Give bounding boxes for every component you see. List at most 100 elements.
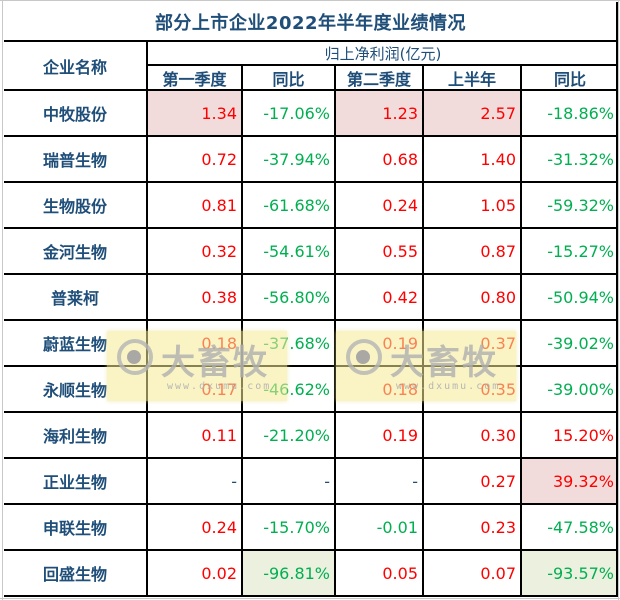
header-q1: 第一季度 (162, 69, 227, 89)
q2-profit: 0.19 (382, 333, 418, 353)
table-row: 蔚蓝生物 0.18 -37.68% 0.19 0.37 -39.02% (4, 321, 618, 367)
q1-profit: - (231, 471, 237, 491)
q2-profit: 0.18 (382, 379, 418, 399)
table-border (616, 2, 618, 597)
h1-yoy: -39.00% (547, 379, 614, 399)
table-border (4, 319, 618, 321)
company-name: 金河生物 (42, 243, 107, 262)
table-row: 永顺生物 0.17 -46.62% 0.18 0.35 -39.00% (4, 367, 618, 413)
sheet-gridline (2, 0, 3, 600)
h1-yoy: -93.57% (522, 551, 618, 595)
q2-profit: 0.68 (382, 149, 418, 169)
q2-profit: -0.01 (376, 517, 418, 537)
company-name: 永顺生物 (42, 381, 107, 400)
table-border (4, 411, 618, 413)
q1-yoy: -17.06% (263, 103, 330, 123)
table-row: 回盛生物 0.02 -96.81% 0.05 0.07 -93.57% (4, 551, 618, 597)
company-name: 回盛生物 (42, 565, 107, 584)
h1-yoy: -18.86% (547, 103, 614, 123)
table-row: 瑞普生物 0.72 -37.94% 0.68 1.40 -31.32% (4, 137, 618, 183)
header-net-profit-group: 归上净利润(亿元) (324, 44, 442, 63)
h1-profit: 0.87 (480, 241, 516, 261)
company-name: 申联生物 (42, 519, 107, 538)
table-border (4, 40, 618, 42)
header-h1: 上半年 (447, 69, 496, 89)
q1-profit: 0.02 (201, 563, 237, 583)
h1-profit: 1.05 (480, 195, 516, 215)
table-row: 普莱柯 0.38 -56.80% 0.42 0.80 -50.94% (4, 275, 618, 321)
q1-profit: 0.32 (201, 241, 237, 261)
q2-profit: 0.55 (382, 241, 418, 261)
q1-yoy: -96.81% (243, 551, 334, 595)
h1-profit: 0.37 (480, 333, 516, 353)
q1-yoy: -15.70% (263, 517, 330, 537)
h1-profit: 0.27 (480, 471, 516, 491)
table-border (4, 365, 618, 367)
h1-profit: 2.57 (424, 91, 520, 135)
q1-profit: 0.17 (201, 379, 237, 399)
h1-yoy: -47.58% (547, 517, 614, 537)
company-name: 中牧股份 (42, 105, 107, 124)
q1-yoy: -37.94% (263, 149, 330, 169)
table-border (4, 457, 618, 459)
company-name: 蔚蓝生物 (42, 335, 107, 354)
table-border (241, 64, 243, 597)
q1-yoy: -56.80% (263, 287, 330, 307)
q2-profit: 0.24 (382, 195, 418, 215)
table-border (4, 181, 618, 183)
q1-profit: 0.24 (201, 517, 237, 537)
table-row: 金河生物 0.32 -54.61% 0.55 0.87 -15.27% (4, 229, 618, 275)
q1-yoy: - (324, 471, 330, 491)
q2-profit: - (412, 471, 418, 491)
company-name: 海利生物 (42, 427, 107, 446)
performance-table: 部分上市企业2022年半年度业绩情况 企业名称 归上净利润(亿元) 第一季度 同… (4, 2, 618, 598)
table-border (4, 89, 618, 91)
q1-profit: 0.11 (201, 425, 237, 445)
table-border (4, 227, 618, 229)
sheet-gridline (0, 598, 620, 599)
table-row: 申联生物 0.24 -15.70% -0.01 0.23 -47.58% (4, 505, 618, 551)
h1-yoy: 39.32% (522, 459, 618, 503)
h1-profit: 0.30 (480, 425, 516, 445)
q2-profit: 0.19 (382, 425, 418, 445)
table-border (422, 64, 424, 597)
q2-profit: 0.42 (382, 287, 418, 307)
table-border (520, 64, 522, 597)
q1-profit: 0.72 (201, 149, 237, 169)
table-row: 海利生物 0.11 -21.20% 0.19 0.30 15.20% (4, 413, 618, 459)
q1-yoy: -61.68% (263, 195, 330, 215)
table-border (4, 273, 618, 275)
table-row: 生物股份 0.81 -61.68% 0.24 1.05 -59.32% (4, 183, 618, 229)
q2-profit: 1.23 (336, 91, 422, 135)
header-q2: 第二季度 (346, 69, 411, 89)
q2-profit: 0.05 (382, 563, 418, 583)
table-border (4, 595, 618, 597)
table-border (146, 40, 148, 597)
company-name: 生物股份 (42, 197, 107, 216)
h1-yoy: -31.32% (547, 149, 614, 169)
h1-yoy: -59.32% (547, 195, 614, 215)
h1-profit: 0.23 (480, 517, 516, 537)
company-name: 正业生物 (42, 473, 107, 492)
h1-profit: 0.80 (480, 287, 516, 307)
table-title: 部分上市企业2022年半年度业绩情况 (154, 12, 467, 34)
header-q1-yoy: 同比 (272, 69, 305, 89)
q1-yoy: -37.68% (263, 333, 330, 353)
table-border (146, 64, 618, 66)
h1-yoy: -15.27% (547, 241, 614, 261)
h1-profit: 1.40 (480, 149, 516, 169)
h1-profit: 0.07 (480, 563, 516, 583)
company-name: 瑞普生物 (42, 151, 107, 170)
h1-yoy: -39.02% (547, 333, 614, 353)
q1-yoy: -21.20% (263, 425, 330, 445)
h1-yoy: -50.94% (547, 287, 614, 307)
table-border (4, 135, 618, 137)
q1-profit: 0.38 (201, 287, 237, 307)
table-border (4, 549, 618, 551)
q1-profit: 1.34 (148, 91, 241, 135)
q1-yoy: -54.61% (263, 241, 330, 261)
table-row: 中牧股份 1.34 -17.06% 1.23 2.57 -18.86% (4, 91, 618, 137)
q1-yoy: -46.62% (263, 379, 330, 399)
h1-yoy: 15.20% (552, 425, 614, 445)
table-border (334, 64, 336, 597)
